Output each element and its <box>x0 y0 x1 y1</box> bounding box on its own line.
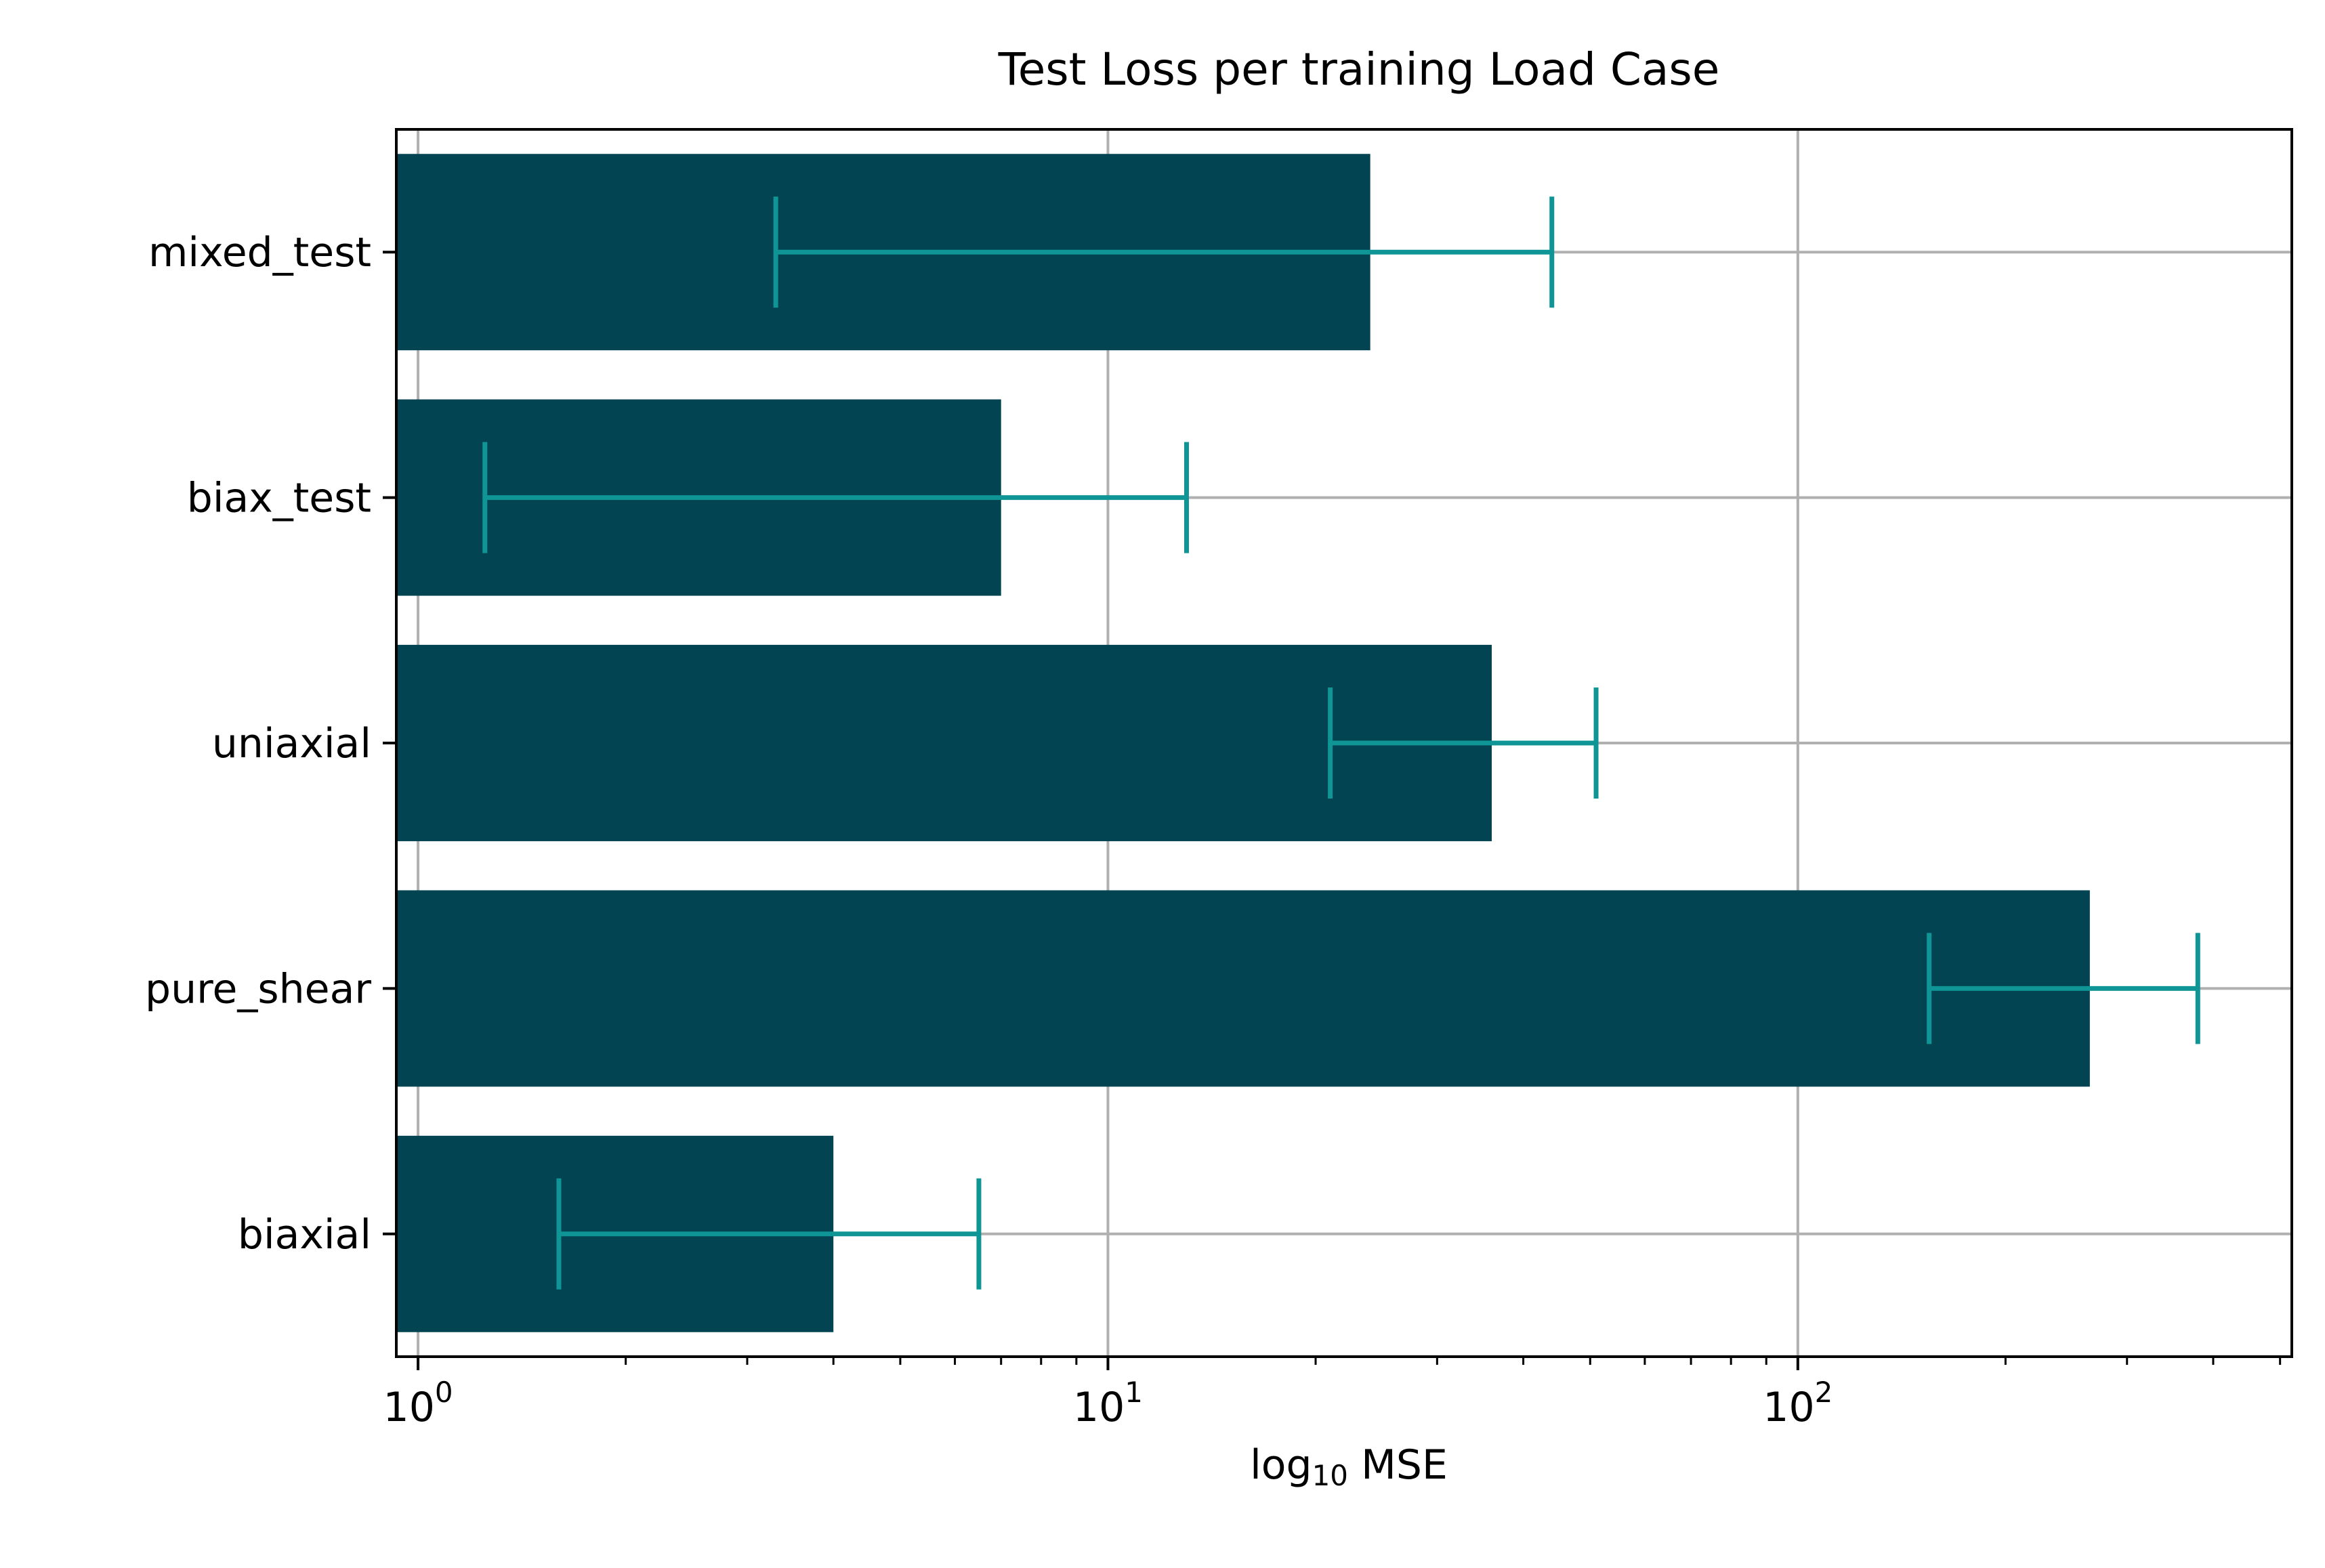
bar-uniaxial <box>396 645 1492 841</box>
bar-pure_shear <box>396 890 2090 1087</box>
x-tick-label: 101 <box>1073 1376 1143 1431</box>
y-tick-label: pure_shear <box>145 965 371 1013</box>
y-tick-label: biaxial <box>238 1211 371 1258</box>
chart-title: Test Loss per training Load Case <box>998 43 1720 96</box>
x-tick-label: 102 <box>1763 1376 1832 1431</box>
plot-area: biaxial pure_shear uniaxial biax_test mixed_… <box>145 128 2293 1431</box>
y-tick-label: biax_test <box>187 475 371 522</box>
x-tick-label: 100 <box>383 1376 453 1431</box>
y-tick-label: mixed_test <box>148 229 371 276</box>
x-axis-label: log10 MSE <box>1250 1441 1448 1492</box>
y-tick-label: uniaxial <box>212 720 371 767</box>
